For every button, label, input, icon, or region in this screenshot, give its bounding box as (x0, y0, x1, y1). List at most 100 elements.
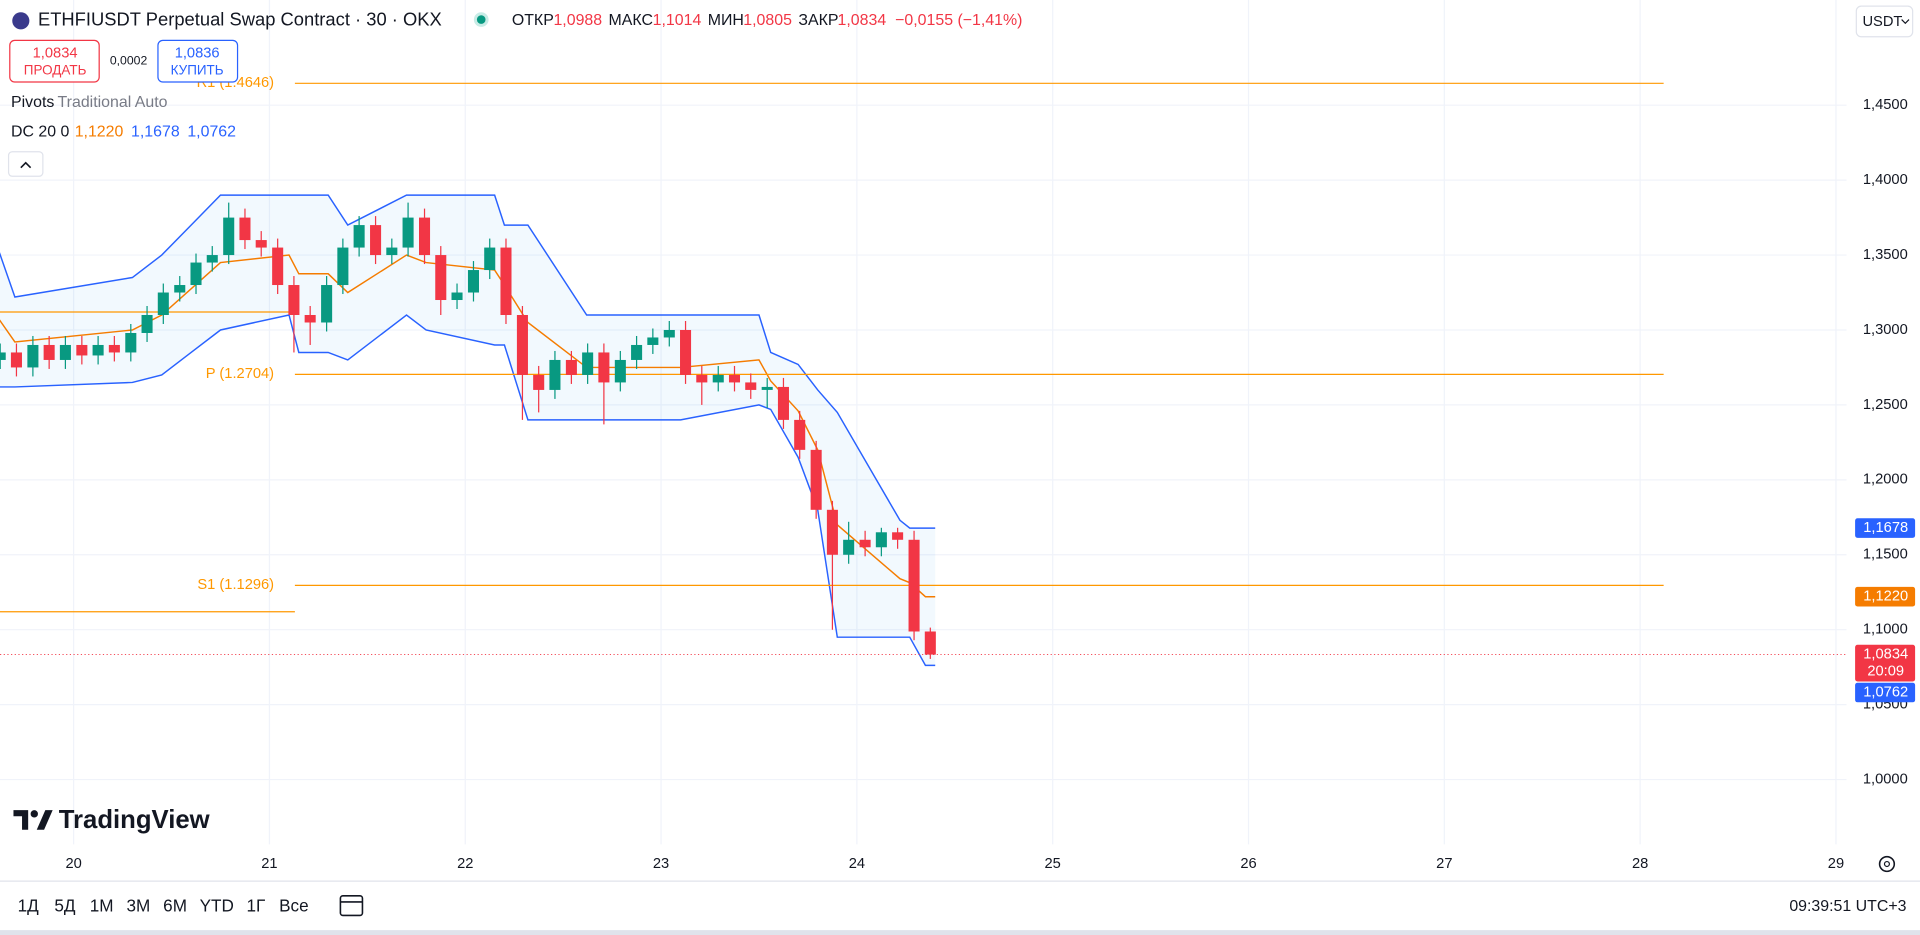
candle-body (484, 247, 496, 271)
range-button[interactable]: 1Г (247, 895, 266, 915)
channel-lower (0, 314, 936, 667)
currency-button[interactable] (1855, 5, 1914, 38)
range-button[interactable]: 6М (163, 895, 187, 915)
price-badge-label: 1,1220 (1863, 589, 1908, 605)
channel-fill (0, 195, 936, 666)
candle-body (272, 247, 284, 286)
logo-text: TradingView (59, 806, 211, 834)
candle-body (418, 217, 431, 256)
price-badge-label: 1,0762 (1863, 684, 1908, 700)
chevron (1901, 19, 1910, 25)
price-badge (1855, 682, 1916, 703)
range-button[interactable]: 1Д (18, 895, 40, 915)
status-dot (476, 15, 486, 24)
x-tick-label: 29 (1828, 856, 1844, 872)
candle-body (712, 374, 724, 383)
candle-body (370, 225, 382, 256)
pivot-label: S1 (1.1296) (197, 577, 274, 593)
candle-body (696, 374, 708, 383)
y-tick-label: 1,1500 (1863, 547, 1908, 563)
candle-body (190, 262, 202, 286)
candle-body (500, 247, 512, 315)
candle-body (892, 532, 904, 540)
x-tick-label: 25 (1045, 856, 1061, 872)
candle-body (549, 359, 561, 390)
indicator-name[interactable]: Pivots (11, 94, 54, 111)
candle-body (875, 532, 887, 548)
grid (0, 0, 1847, 845)
candle-body (631, 344, 643, 360)
candle-body (239, 217, 251, 241)
ohlc-value: 1,0834 (838, 12, 887, 29)
logo-mark (13, 810, 29, 830)
indicator-name[interactable]: DC 20 0 (11, 123, 70, 140)
y-tick-label: 1,2000 (1863, 472, 1908, 488)
candle-body (304, 314, 316, 323)
sell-button[interactable] (9, 39, 100, 83)
settings-icon-core (1883, 860, 1890, 868)
price-badge (1855, 644, 1916, 682)
ohlc-change: −0,0155 (−1,41%) (895, 12, 1022, 29)
candle-body (43, 344, 55, 360)
candle-body (27, 344, 39, 368)
candle-body (598, 352, 610, 383)
indicator-value: 1,1220 (75, 123, 124, 140)
range-button[interactable]: 1М (90, 895, 114, 915)
candle-body (516, 314, 528, 375)
indicator-value: 1,1678 (131, 123, 180, 140)
candle-body (745, 382, 757, 390)
candle-body (728, 374, 741, 383)
price-badge-label: 1,0834 (1863, 646, 1908, 662)
collapse-button[interactable] (7, 151, 44, 177)
symbol-title[interactable]: ETHFIUSDT Perpetual Swap Contract · 30 ·… (38, 9, 442, 30)
price-badge-label: 1,1678 (1863, 520, 1908, 536)
indicator-params: Traditional Auto (58, 94, 168, 111)
candle-body (614, 359, 626, 383)
candle-body (174, 285, 186, 293)
y-tick-label: 1,4500 (1863, 97, 1908, 113)
candle-body (451, 292, 463, 301)
indicator-value: 1,0762 (187, 123, 236, 140)
price-badge (1855, 518, 1916, 538)
buy-price: 1,0836 (175, 46, 220, 62)
x-tick-label: 20 (65, 856, 81, 872)
currency-label: USDT (1862, 14, 1902, 30)
axes: 1,00001,05001,10001,15001,20001,25001,30… (65, 97, 1916, 872)
calendar-icon[interactable] (339, 895, 364, 917)
candle-body (157, 292, 169, 315)
ohlc-value: 1,0805 (743, 12, 792, 29)
buy-label: КУПИТЬ (171, 63, 224, 78)
sell-price: 1,0834 (33, 46, 78, 62)
candle-body (206, 255, 218, 263)
candle-body (92, 344, 104, 356)
x-tick-label: 23 (653, 856, 669, 872)
candle-body (59, 344, 71, 360)
candle-body (402, 217, 414, 248)
channel-middle (0, 254, 936, 598)
price-badge (1855, 586, 1916, 607)
candle-body (826, 509, 838, 555)
ohlc-label: ЗАКР (798, 12, 838, 29)
range-button[interactable]: 3М (126, 895, 150, 915)
range-button[interactable]: Все (279, 895, 309, 915)
candle-body (647, 337, 659, 345)
x-tick-label: 27 (1436, 856, 1452, 872)
plot: R1 (1.4646)P (1.2704)S1 (1.1296) (0, 75, 1847, 667)
range-button[interactable]: YTD (200, 895, 234, 915)
candle-body (386, 247, 398, 256)
candle-body (353, 225, 365, 248)
candle-body (288, 285, 300, 315)
spread: 0,0002 (110, 53, 148, 67)
x-tick-label: 21 (261, 856, 277, 872)
range-button[interactable]: 5Д (54, 895, 76, 915)
settings-icon[interactable] (1878, 855, 1896, 873)
buy-button[interactable] (157, 39, 239, 83)
candle-body (680, 329, 692, 375)
y-tick-label: 1,0000 (1863, 771, 1908, 787)
candle-body (582, 352, 594, 375)
candle-body (843, 539, 855, 555)
x-tick-label: 28 (1632, 856, 1648, 872)
sell-label: ПРОДАТЬ (24, 63, 87, 78)
overlay: 1,0834 ПРОДАТЬ 0,0002 1,0836 КУПИТЬ Pivo… (7, 39, 239, 177)
